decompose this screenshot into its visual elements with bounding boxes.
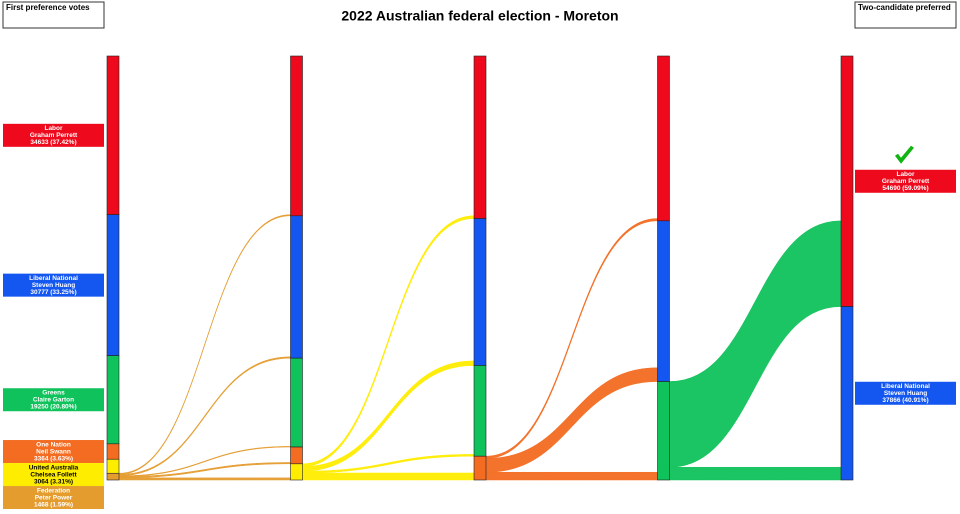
bar-segment [290, 55, 303, 217]
candidate-value-label: 54690 (59.09%) [882, 185, 928, 192]
candidate-value-label: 19250 (20.80%) [30, 403, 76, 410]
candidate-name: Steven Huang [32, 282, 75, 289]
candidate-value-label: 1468 (1.59%) [34, 501, 73, 508]
bar-segment [106, 443, 120, 460]
bar-segment [473, 55, 487, 219]
candidate-party: Liberal National [29, 275, 78, 282]
candidate-name: Graham Perrett [882, 178, 930, 185]
left-label-box [2, 1, 105, 29]
candidate-party: Labor [44, 125, 63, 132]
left-label: First preference votes [6, 3, 90, 12]
flow [118, 446, 291, 477]
candidate-box [3, 123, 104, 147]
candidate-name: Claire Garton [33, 396, 74, 403]
candidate-box [3, 388, 104, 412]
candidate-party: Labor [896, 171, 915, 178]
flow [669, 220, 842, 468]
flow [302, 472, 475, 481]
candidate-name: Neil Swann [36, 448, 71, 455]
bar-segment [106, 355, 120, 445]
candidate-box [855, 169, 956, 193]
candidate-name: Graham Perrett [30, 132, 78, 139]
bar-segment [473, 218, 487, 366]
chart-title: 2022 Australian federal election - Moret… [341, 8, 618, 24]
flow [485, 471, 658, 481]
bar-segment [290, 446, 303, 465]
flow [485, 367, 658, 473]
candidate-value-label: 3064 (3.31%) [34, 478, 73, 485]
flow [669, 466, 842, 481]
flow [118, 214, 291, 475]
bar-segment [106, 458, 120, 474]
candidate-name: Steven Huang [884, 390, 927, 397]
winner-check [895, 145, 914, 164]
flow [302, 360, 475, 472]
candidate-box [3, 486, 104, 510]
bars [106, 55, 854, 481]
candidate-party: Federation [37, 487, 70, 494]
flow [118, 477, 291, 481]
candidate-party: United Australia [29, 464, 79, 471]
bar-segment [106, 472, 120, 481]
candidate-value-label: 3364 (3.63%) [34, 455, 73, 462]
candidate-party: Greens [42, 389, 65, 396]
candidate-value-label: 37866 (40.91%) [882, 397, 928, 404]
candidate-value-label: 30777 (33.25%) [30, 289, 76, 296]
candidate-name: Chelsea Follett [30, 471, 77, 478]
bar-segment [840, 306, 854, 481]
candidate-party: One Nation [36, 441, 71, 448]
bar-segment [657, 55, 670, 222]
bar-segment [290, 357, 303, 448]
bar-segment [290, 215, 303, 359]
bar-segment [840, 55, 854, 307]
candidate-party: Liberal National [881, 383, 930, 390]
right-label: Two-candidate preferred [858, 3, 951, 12]
candidate-name: Peter Power [35, 494, 73, 501]
flow [302, 215, 475, 467]
candidate-value-label: 34633 (37.42%) [30, 139, 76, 146]
bar-segment [106, 214, 120, 356]
bar-segment [473, 455, 487, 481]
bar-segment [473, 365, 487, 457]
bar-segment [106, 55, 120, 215]
candidate-box [3, 463, 104, 487]
candidate-box [855, 381, 956, 405]
bar-segment [657, 220, 670, 382]
right-label-box [854, 1, 957, 29]
candidate-box [3, 440, 104, 464]
bar-segment [657, 381, 670, 481]
bar-segment [290, 463, 303, 481]
candidate-box [3, 273, 104, 297]
flow [118, 356, 291, 477]
